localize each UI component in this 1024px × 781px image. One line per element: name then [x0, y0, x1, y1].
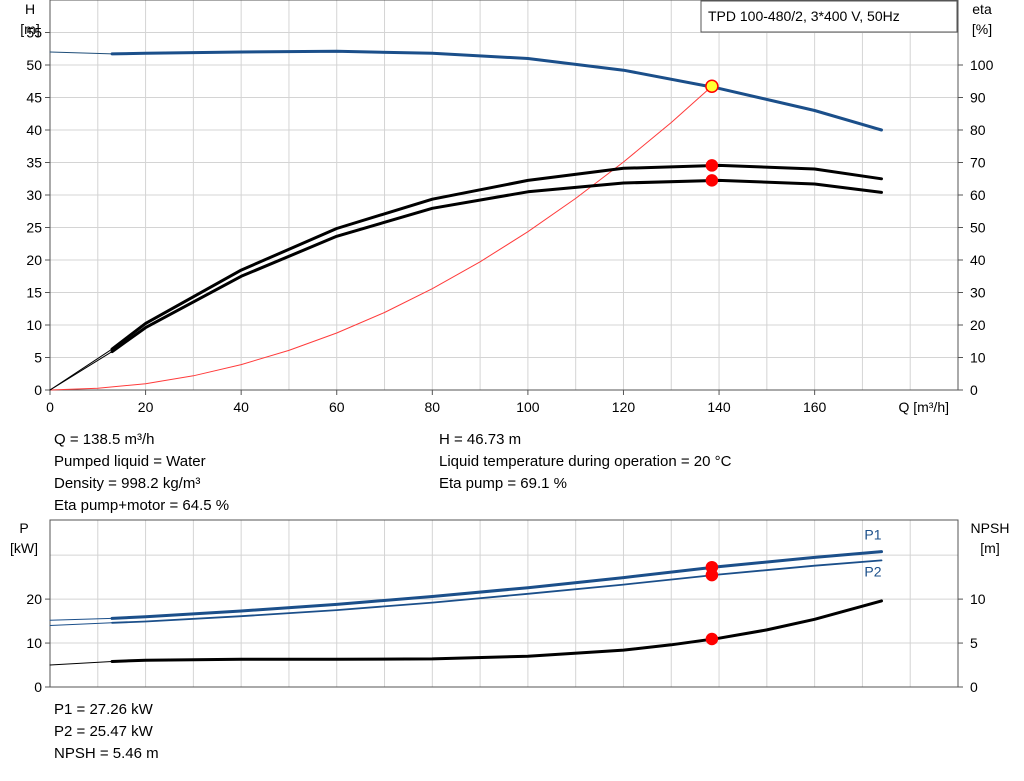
chart2-y-right-tick-label: 10: [970, 591, 986, 607]
chart1-y-left-tick-label: 55: [26, 25, 42, 41]
chart1-y-left-tick-label: 5: [34, 350, 42, 366]
chart1-y-left-tick-label: 15: [26, 285, 42, 301]
eta-total-result: Eta pump+motor = 64.5 %: [54, 497, 230, 514]
p1-result: P1 = 27.26 kW: [54, 701, 153, 718]
chart1-series-eta-pump: [110, 163, 883, 351]
chart1-x-tick-label: 40: [233, 399, 249, 415]
chart1-y-left-tick-label: 35: [26, 155, 42, 171]
chart1-x-tick-label: 120: [612, 399, 636, 415]
chart2-series-label-P2: P2: [864, 563, 881, 579]
chart1-y-right-tick-label: 70: [970, 155, 986, 171]
chart1-x-tick-label: 0: [46, 399, 54, 415]
chart1-y-left-unit: [m]: [20, 21, 39, 37]
chart1-y-left-tick-label: 45: [26, 90, 42, 106]
chart2-series-P1: [110, 550, 883, 620]
chart1-y-right-tick-label: 10: [970, 350, 986, 366]
chart1-y-left-label: H: [25, 1, 35, 17]
chart1-y-left-tick-label: 25: [26, 220, 42, 236]
chart2-y-left-tick-label: 20: [26, 591, 42, 607]
chart1-x-axis-label: Q [m³/h]: [898, 399, 949, 415]
chart2-series-P1-extension: [49, 617, 113, 621]
chart1-title: TPD 100-480/2, 3*400 V, 50Hz: [708, 8, 900, 24]
chart1-y-right-tick-label: 90: [970, 90, 986, 106]
p2-result: P2 = 25.47 kW: [54, 723, 153, 740]
chart2-marker-NPSH-point: [705, 632, 719, 646]
npsh-result: NPSH = 5.46 m: [54, 745, 159, 762]
chart1-marker-duty-point: [705, 79, 719, 94]
results-right-column: H = 46.73 m Liquid temperature during op…: [439, 429, 731, 495]
chart1-y-left-tick-label: 50: [26, 57, 42, 73]
chart1-x-tick-label: 100: [516, 399, 540, 415]
chart1-y-right-tick-label: 20: [970, 317, 986, 333]
density-result: Density = 998.2 kg/m³: [54, 475, 201, 492]
chart2-series-label-P1: P1: [864, 527, 881, 543]
results-power-column: P1 = 27.26 kW P2 = 25.47 kW NPSH = 5.46 …: [54, 699, 159, 765]
chart2-y-right-tick-label: 0: [970, 679, 978, 695]
chart1-series-eta-total-extension: [49, 351, 113, 391]
chart1-y-right-label: eta: [972, 1, 992, 17]
chart1-y-left-tick-label: 10: [26, 317, 42, 333]
results-left-column: Q = 138.5 m³/h Pumped liquid = Water Den…: [54, 429, 229, 517]
chart2-y-left-unit: [kW]: [10, 540, 38, 556]
chart1-y-left-tick-label: 0: [34, 382, 42, 398]
chart2-y-left-label: P: [19, 520, 28, 536]
chart1-x-tick-label: 60: [329, 399, 345, 415]
chart2-series-P2-extension: [49, 622, 113, 626]
chart1-x-tick-label: 140: [707, 399, 731, 415]
chart1-x-tick-label: 20: [138, 399, 154, 415]
chart1-y-right-tick-label: 50: [970, 220, 986, 236]
chart2-y-left-tick-label: 0: [34, 679, 42, 695]
chart1-y-right-tick-label: 100: [970, 57, 994, 73]
chart1-y-right-tick-label: 80: [970, 122, 986, 138]
chart1-y-right-tick-label: 30: [970, 285, 986, 301]
chart1-y-right-tick-label: 0: [970, 382, 978, 398]
chart1-series-eta-total: [110, 178, 883, 354]
chart1-title-box: [700, 0, 958, 33]
chart1-series-H-extension: [49, 51, 113, 55]
head-result: H = 46.73 m: [439, 431, 522, 448]
liquid-result: Pumped liquid = Water: [54, 453, 206, 470]
chart1-marker-eta-total-point: [705, 174, 719, 187]
chart1-marker-eta-pump-point: [705, 159, 719, 172]
chart2-series-P2: [111, 559, 883, 624]
chart2-series-NPSH-extension: [49, 661, 113, 666]
chart1-y-left-tick-label: 30: [26, 187, 42, 203]
chart2-series-NPSH: [110, 599, 883, 663]
chart1-y-right-unit: [%]: [972, 21, 992, 37]
chart1-series-system-curve: [49, 85, 713, 391]
chart2-y-left-tick-label: 10: [26, 635, 42, 651]
chart2-y-right-label: NPSH: [971, 520, 1010, 536]
chart2-marker-P2-point: [705, 568, 719, 582]
chart1-series-H: [110, 49, 883, 132]
chart2-plot-frame: [49, 519, 959, 688]
chart1-y-left-tick-label: 40: [26, 122, 42, 138]
chart1-y-left-tick-label: 20: [26, 252, 42, 268]
chart1-x-tick-label: 160: [803, 399, 827, 415]
chart1-y-right-tick-label: 40: [970, 252, 986, 268]
eta-pump-result: Eta pump = 69.1 %: [439, 475, 567, 492]
chart1-x-tick-label: 80: [425, 399, 441, 415]
chart1-y-right-tick-label: 60: [970, 187, 986, 203]
chart2-y-right-unit: [m]: [980, 540, 999, 556]
temperature-result: Liquid temperature during operation = 20…: [439, 453, 732, 470]
flow-result: Q = 138.5 m³/h: [54, 431, 155, 448]
chart2-y-right-tick-label: 5: [970, 635, 978, 651]
